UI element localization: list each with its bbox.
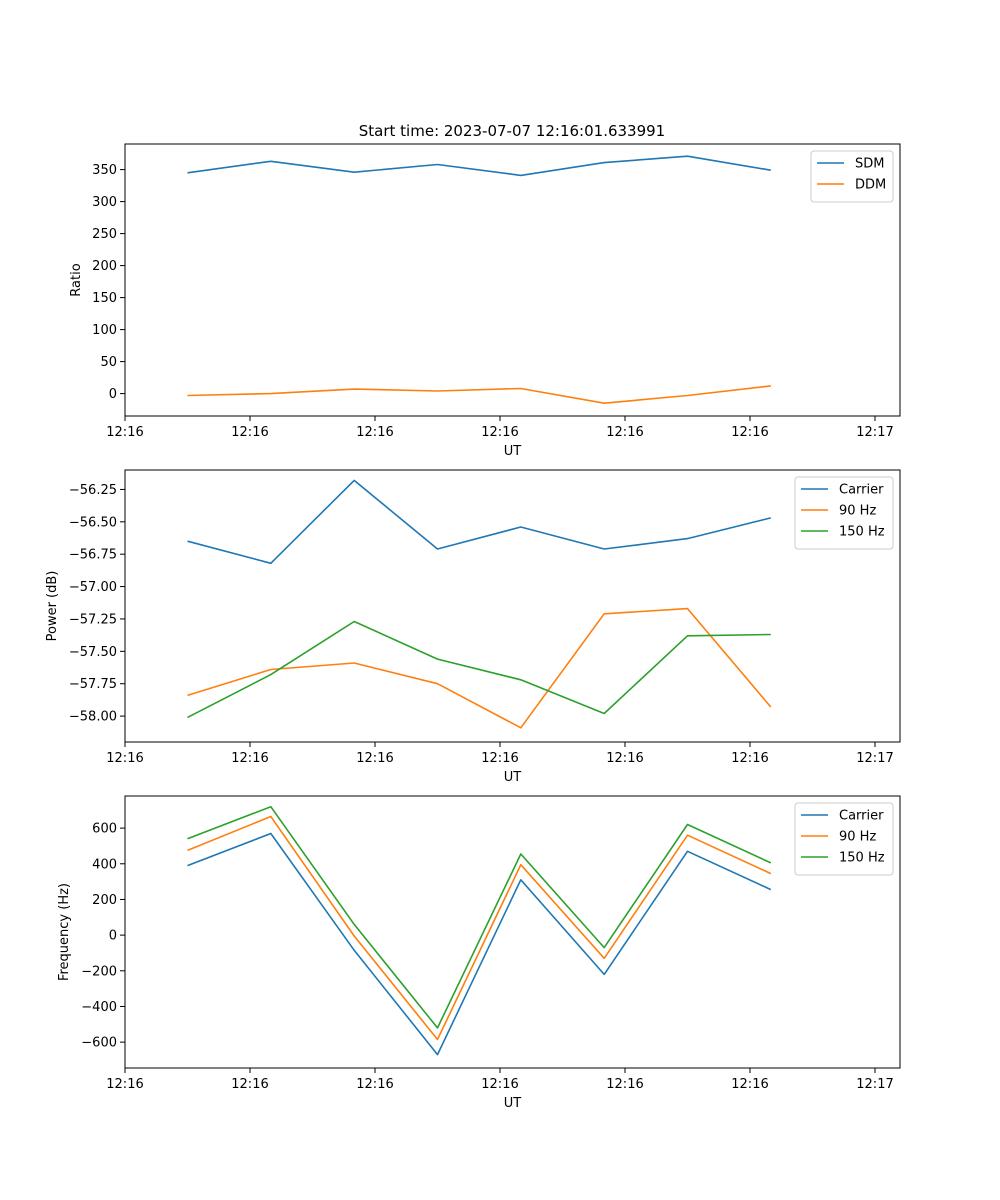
- x-tick-label: 12:16: [731, 1077, 768, 1092]
- series-line-sdm: [187, 155, 771, 177]
- y-axis-label: Ratio: [69, 263, 84, 296]
- y-tick-label: −56.25: [69, 483, 117, 498]
- y-tick-label: −57.50: [69, 645, 117, 660]
- series-line-90-hz: [187, 815, 772, 1041]
- x-tick-label: 12:16: [731, 751, 768, 766]
- x-tick-label: 12:16: [231, 425, 268, 440]
- axes-frame: [124, 143, 901, 417]
- charts-container: 0 50 100 150 200 250 300 350 12:16 12:16 12:16 12:1…: [45, 143, 901, 1111]
- y-tick-label: 150: [92, 291, 117, 306]
- legend: SDM DDM: [810, 150, 894, 203]
- legend-label: 90 Hz: [839, 504, 876, 519]
- chart-1: 0 50 100 150 200 250 300 350 12:16 12:16 12:16 12:1…: [69, 143, 901, 459]
- x-tick-label: 12:16: [231, 751, 268, 766]
- x-axis-label: UT: [504, 770, 522, 785]
- legend-label: SDM: [855, 157, 884, 172]
- legend-label: Carrier: [839, 483, 884, 498]
- x-tick-label: 12:17: [856, 425, 893, 440]
- y-tick-label: −57.25: [69, 612, 117, 627]
- series-line-carrier: [187, 832, 772, 1056]
- x-tick-label: 12:16: [106, 425, 143, 440]
- y-tick-label: 250: [92, 227, 117, 242]
- x-tick-label: 12:17: [856, 1077, 893, 1092]
- legend-label: 150 Hz: [839, 851, 885, 866]
- x-tick-label: 12:16: [356, 425, 393, 440]
- x-axis-label: UT: [504, 444, 522, 459]
- legend-label: 90 Hz: [839, 830, 876, 845]
- figure-title: Start time: 2023-07-07 12:16:01.633991: [359, 122, 665, 140]
- y-tick-label: 400: [92, 857, 117, 872]
- x-tick-label: 12:16: [481, 425, 518, 440]
- legend-label: DDM: [855, 178, 886, 193]
- y-tick-label: 0: [109, 387, 117, 402]
- x-tick-label: 12:16: [731, 425, 768, 440]
- y-tick-label: −58.00: [69, 710, 117, 725]
- x-tick-label: 12:16: [356, 1077, 393, 1092]
- chart-2: −58.00 −57.75 −57.50 −57.25 −57.00 −56.75 −56.…: [45, 469, 901, 785]
- series-line-carrier: [187, 479, 771, 565]
- legend: Carrier 90 Hz 150 Hz: [794, 476, 894, 550]
- legend: Carrier 90 Hz 150 Hz: [794, 802, 894, 876]
- axes-frame: [124, 469, 901, 743]
- x-axis-label: UT: [504, 1096, 522, 1111]
- series-line-150-hz: [187, 805, 772, 1029]
- x-tick-label: 12:16: [606, 425, 643, 440]
- y-tick-label: −600: [81, 1036, 117, 1051]
- chart-3: −600 −400 −200 0 200 400 600 12:16 12:16 12:16 12:…: [57, 795, 901, 1111]
- y-axis-label: Frequency (Hz): [57, 883, 72, 981]
- x-tick-label: 12:16: [606, 1077, 643, 1092]
- y-tick-label: 300: [92, 195, 117, 210]
- y-tick-label: 350: [92, 163, 117, 178]
- x-tick-label: 12:16: [106, 1077, 143, 1092]
- x-tick-label: 12:16: [481, 751, 518, 766]
- y-tick-label: −200: [81, 964, 117, 979]
- series-line-150-hz: [187, 620, 771, 719]
- legend-label: Carrier: [839, 809, 884, 824]
- y-tick-label: −57.75: [69, 677, 117, 692]
- y-tick-label: 200: [92, 259, 117, 274]
- x-tick-label: 12:16: [106, 751, 143, 766]
- x-tick-label: 12:16: [481, 1077, 518, 1092]
- axes-frame: [124, 795, 901, 1069]
- y-axis-label: Power (dB): [45, 571, 60, 642]
- legend-label: 150 Hz: [839, 525, 885, 540]
- y-tick-label: −400: [81, 1000, 117, 1015]
- x-tick-label: 12:17: [856, 751, 893, 766]
- series-line-90-hz: [187, 607, 772, 729]
- y-tick-label: 600: [92, 822, 117, 837]
- y-tick-label: 50: [100, 355, 117, 370]
- y-tick-label: −56.50: [69, 515, 117, 530]
- y-tick-label: 0: [109, 929, 117, 944]
- series-line-ddm: [187, 385, 771, 405]
- x-tick-label: 12:16: [606, 751, 643, 766]
- y-tick-label: −56.75: [69, 548, 117, 563]
- y-tick-label: −57.00: [69, 580, 117, 595]
- y-tick-label: 100: [92, 323, 117, 338]
- x-tick-label: 12:16: [356, 751, 393, 766]
- y-tick-label: 200: [92, 893, 117, 908]
- x-tick-label: 12:16: [231, 1077, 268, 1092]
